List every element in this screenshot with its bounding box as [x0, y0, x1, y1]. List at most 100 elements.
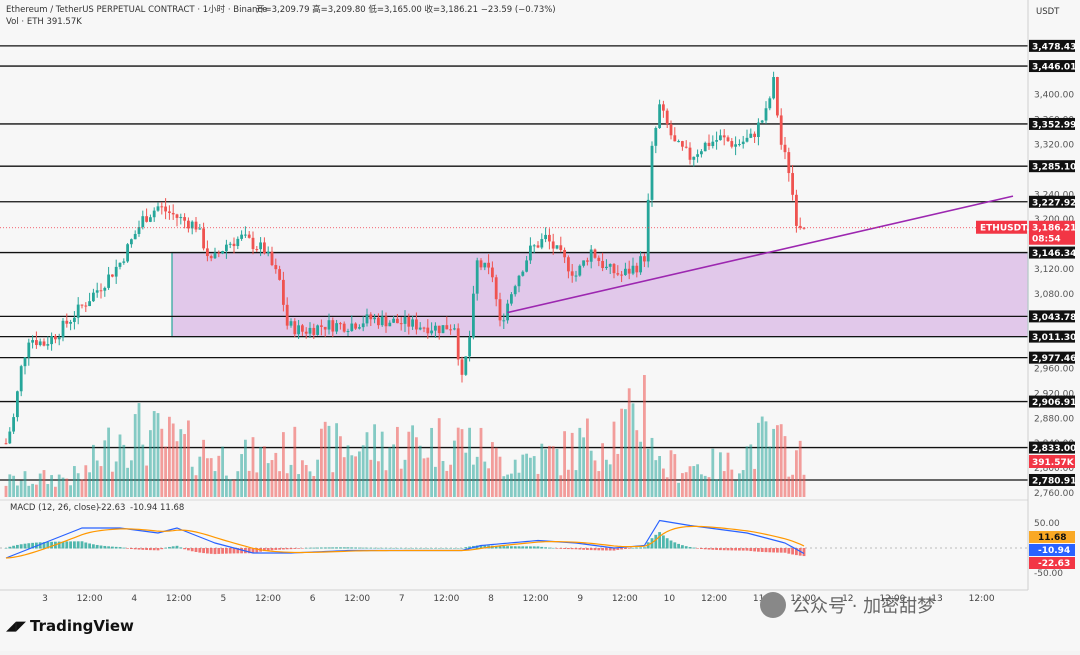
volume-bar: [95, 460, 99, 497]
macd-hist-bar: [548, 547, 551, 549]
level-tag-label: 3,146.34: [1032, 249, 1076, 259]
candle-body: [760, 120, 764, 123]
macd-hist-bar: [354, 547, 357, 549]
volume-bar: [399, 468, 403, 497]
macd-hist-bar: [88, 543, 91, 549]
countdown-label: 08:54: [1032, 235, 1061, 245]
macd-hist-bar: [228, 548, 232, 554]
macd-hist-bar: [639, 547, 642, 549]
macd-hist-bar: [521, 546, 525, 549]
macd-hist-bar: [221, 548, 224, 554]
macd-hist-bar: [92, 544, 95, 549]
volume-bar: [141, 444, 145, 497]
support-resistance-levels: [0, 45, 1028, 481]
macd-hist-bar: [783, 548, 787, 553]
level-tag: [1029, 60, 1075, 73]
candle-body: [122, 261, 126, 263]
candle-body: [244, 234, 247, 236]
candle-body: [684, 146, 688, 148]
level-tag-label: 3,352.99: [1032, 120, 1076, 130]
candle-body: [342, 323, 346, 332]
macd-hist-bar: [38, 542, 42, 549]
volume-bar: [757, 422, 760, 497]
candle-body: [61, 320, 65, 338]
macd-hist-bar: [722, 548, 726, 551]
level-tag-label: 3,043.78: [1032, 313, 1076, 323]
candle-body: [149, 217, 152, 222]
time-label: 12:00: [433, 594, 459, 604]
macd-hist-bar: [658, 532, 661, 549]
volume-bar: [350, 455, 354, 497]
macd-hist-bar: [643, 547, 646, 549]
candle-body: [635, 265, 639, 273]
candle-body: [293, 321, 297, 335]
volume-bar: [593, 460, 597, 497]
volume-bar: [407, 431, 411, 497]
macd-hist-bar: [320, 547, 323, 549]
candle-body: [92, 292, 95, 302]
tradingview-logo-icon: ◢◤: [6, 618, 26, 634]
macd-hist-bar: [745, 548, 749, 551]
price-tick: 2,880.00: [1034, 414, 1074, 424]
volume-bar: [384, 470, 388, 497]
ohlc-readout: 开=3,209.79 高=3,209.80 低=3,165.00 收=3,186…: [256, 4, 556, 15]
candle-body: [434, 325, 437, 331]
macd-hist-bar: [152, 548, 156, 551]
volume-bar: [42, 470, 46, 497]
candle-body: [722, 135, 726, 138]
candle-body: [430, 330, 433, 334]
candle-body: [677, 141, 680, 143]
symbol-tag-label: ETHUSDT.P: [980, 224, 1036, 234]
macd-hist-bar: [669, 540, 673, 549]
macd-hist-bar: [620, 548, 623, 550]
volume-bar: [88, 472, 91, 497]
macd-hist-bar: [586, 548, 589, 550]
candle-body: [437, 325, 441, 334]
candle-body: [779, 115, 783, 145]
candle-body: [696, 154, 699, 157]
watermark: 公众号 · 加密甜梦: [760, 592, 935, 618]
macd-hist-bar: [673, 542, 677, 549]
volume-bar: [502, 476, 506, 497]
candle-body: [76, 304, 80, 318]
candle-body: [586, 260, 589, 262]
brand-name: TradingView: [30, 617, 134, 635]
volume-bar: [282, 432, 285, 497]
macd-hist-bar: [361, 547, 365, 549]
macd-hist-bar: [791, 548, 794, 555]
candle-body: [658, 104, 661, 129]
candle-body: [152, 210, 156, 218]
volume-bar: [171, 423, 175, 497]
macd-hist-bar: [384, 547, 388, 549]
candle-body: [654, 128, 658, 146]
candle-body: [88, 301, 91, 307]
volume-bar: [396, 426, 399, 497]
candle-body: [137, 227, 141, 234]
macd-hist-bar: [80, 541, 84, 549]
volume-bar: [111, 471, 114, 497]
time-axis: 3 12:00 4 12:00 5 12:00 6 12:00 7 12:00 8 12:00 9 12:…: [0, 589, 1028, 604]
macd-line: [5, 519, 805, 559]
candle-body: [472, 293, 475, 338]
volume-bar: [620, 408, 623, 497]
volume-bar: [84, 465, 88, 497]
volume-bar: [251, 437, 255, 497]
last-price-label: 3,186.21: [1032, 224, 1076, 234]
candle-body: [206, 248, 209, 257]
candle-body: [270, 251, 274, 266]
macd-hist-bar: [42, 542, 46, 549]
candle-body: [213, 252, 217, 259]
candle-body: [289, 321, 293, 326]
volume-bar: [164, 446, 167, 497]
trendline[interactable]: [507, 195, 1014, 314]
volume-bar: [183, 434, 186, 497]
volume-bar: [703, 475, 707, 497]
macd-hist-bar: [236, 548, 240, 554]
volume-bar: [578, 427, 582, 497]
volume-bar: [358, 451, 361, 497]
candle-body: [8, 431, 12, 444]
macd-hist-bar: [206, 548, 209, 554]
macd-hist-bar: [358, 547, 361, 549]
candle-body: [456, 328, 460, 360]
